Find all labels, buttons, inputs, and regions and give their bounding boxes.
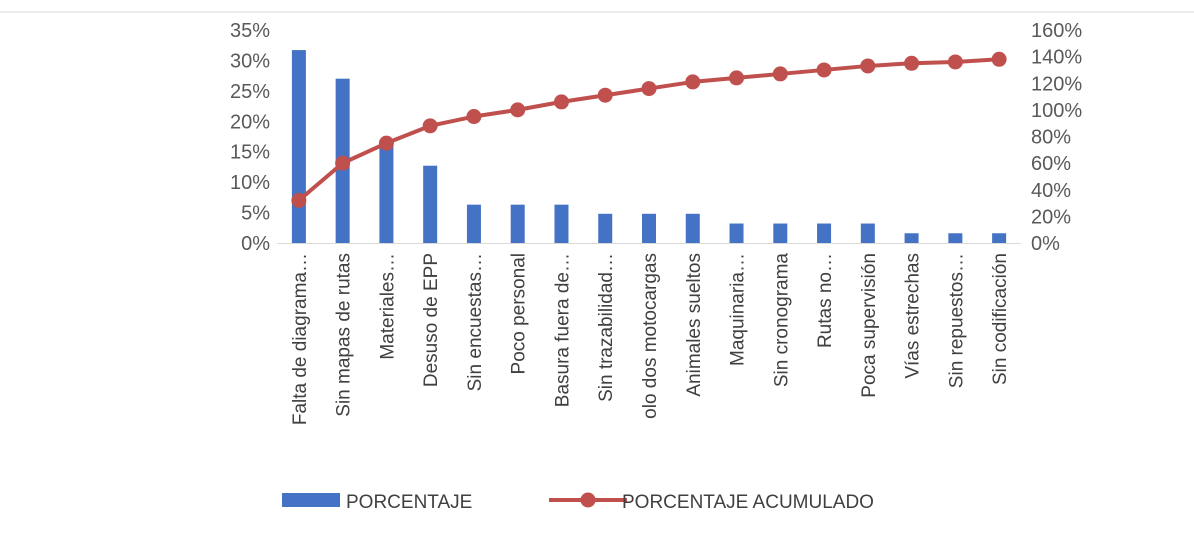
cumulative-point-9 <box>641 81 657 97</box>
legend: PORCENTAJE PORCENTAJE ACUMULADO <box>282 492 874 513</box>
left-axis-tick-label: 25% <box>230 81 270 103</box>
left-axis-tick-label: 20% <box>230 111 270 133</box>
category-label-16: Sin repuestos… <box>946 253 967 388</box>
category-label-5: Sin encuestas… <box>465 253 486 391</box>
category-label-1: Falta de diagrama… <box>290 253 311 425</box>
bar-5 <box>466 204 481 243</box>
cumulative-point-3 <box>378 135 394 151</box>
category-label-8: Sin trazabilidad… <box>596 253 617 402</box>
right-axis-tick-label: 80% <box>1031 127 1071 149</box>
cumulative-point-17 <box>991 51 1007 67</box>
legend-bar-swatch <box>282 493 340 507</box>
right-axis-tick-label: 0% <box>1031 233 1060 255</box>
right-axis-tick-label: 100% <box>1031 100 1082 122</box>
category-label-15: Vías estrechas <box>903 253 924 379</box>
left-axis-tick-label: 15% <box>230 142 270 164</box>
bar-9 <box>642 213 656 243</box>
right-axis-tick-label: 120% <box>1031 73 1082 95</box>
cumulative-point-14 <box>860 58 876 74</box>
category-label-12: Sin cronograma <box>771 253 792 388</box>
right-axis-tick-label: 160% <box>1031 20 1082 42</box>
category-label-4: Desuso de EPP <box>421 253 442 387</box>
bar-8 <box>598 213 613 243</box>
left-axis-tick-label: 30% <box>230 50 270 72</box>
cumulative-point-13 <box>816 62 832 78</box>
bar-7 <box>554 204 569 243</box>
right-axis-tick-label: 40% <box>1031 180 1071 202</box>
cumulative-point-2 <box>335 155 351 171</box>
legend-label-acumulado: PORCENTAJE ACUMULADO <box>622 492 874 513</box>
cumulative-point-8 <box>597 87 613 103</box>
category-label-14: Poca supervisión <box>859 253 880 398</box>
cumulative-point-10 <box>685 74 701 90</box>
bar-17 <box>992 233 1007 243</box>
left-axis-tick-label: 35% <box>230 20 270 42</box>
cumulative-point-1 <box>291 192 307 208</box>
bar-16 <box>948 233 963 243</box>
legend-label-porcentaje: PORCENTAJE <box>346 492 472 513</box>
category-label-2: Sin mapas de rutas <box>334 253 355 417</box>
cumulative-point-6 <box>510 102 526 118</box>
category-label-13: Rutas no… <box>815 253 836 348</box>
left-axis-tick-label: 10% <box>230 172 270 194</box>
category-label-10: Animales sueltos <box>684 253 705 397</box>
bars-layer <box>291 50 1007 243</box>
category-label-7: Basura fuera de… <box>552 253 573 407</box>
bar-1 <box>291 50 306 243</box>
cumulative-point-4 <box>422 118 438 134</box>
bar-11 <box>729 223 744 243</box>
category-axis: Falta de diagrama… Sin mapas de rutas Mate… <box>277 243 1021 425</box>
bar-10 <box>685 213 700 243</box>
bar-15 <box>904 233 919 243</box>
category-label-9: olo dos motocargas <box>640 253 661 419</box>
cumulative-point-15 <box>904 55 920 71</box>
left-axis-tick-label: 0% <box>241 233 270 255</box>
bar-4 <box>423 165 438 243</box>
category-label-6: Poco personal <box>509 253 530 374</box>
category-label-11: Maquinaria… <box>728 253 749 366</box>
cumulative-point-11 <box>729 70 745 86</box>
bar-12 <box>773 223 788 243</box>
cumulative-line-layer <box>291 51 1007 208</box>
left-axis: 0% 5% 10% 15% 20% 25% 30% 35% <box>230 20 270 255</box>
cumulative-line <box>297 57 1000 202</box>
right-axis-tick-label: 140% <box>1031 47 1082 69</box>
category-label-17: Sin codificación <box>990 253 1011 385</box>
bar-3 <box>379 145 394 243</box>
right-axis: 0% 20% 40% 60% 80% 100% 120% 140% 160% <box>1031 20 1082 255</box>
bar-14 <box>860 223 875 243</box>
cumulative-point-7 <box>553 94 569 110</box>
cumulative-point-12 <box>772 66 788 82</box>
cumulative-point-5 <box>466 109 482 125</box>
category-label-3: Materiales… <box>377 253 398 360</box>
left-axis-tick-label: 5% <box>241 203 270 225</box>
right-axis-tick-label: 20% <box>1031 206 1071 228</box>
cumulative-point-16 <box>947 54 963 70</box>
right-axis-tick-label: 60% <box>1031 153 1071 175</box>
bar-6 <box>510 204 525 243</box>
bar-13 <box>817 223 832 243</box>
legend-marker-swatch <box>580 492 596 508</box>
